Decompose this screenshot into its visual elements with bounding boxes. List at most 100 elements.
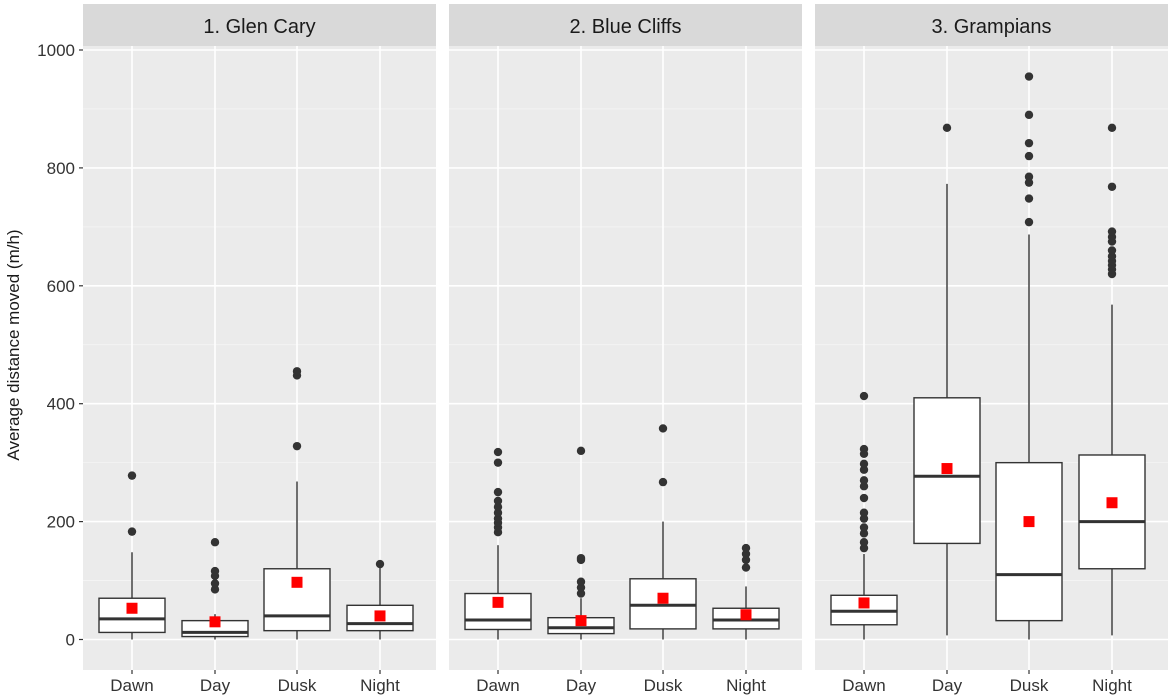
facet-panel: 2. Blue Cliffs Dawn Day Dusk Night: [449, 4, 802, 695]
outlier-point: [210, 585, 220, 594]
x-tick-label: Dusk: [278, 676, 317, 695]
outlier-point: [859, 391, 869, 401]
outlier-point: [859, 482, 869, 491]
box-group: [629, 424, 697, 640]
outlier-point: [859, 543, 869, 553]
mean-marker: [740, 609, 752, 621]
x-tick-label: Day: [200, 676, 231, 695]
outlier-point: [127, 527, 137, 536]
outlier-point: [859, 444, 869, 454]
outlier-point: [1107, 252, 1117, 261]
outlier-point: [741, 563, 751, 572]
outlier-point: [859, 538, 869, 547]
x-tick-label: Dawn: [110, 676, 153, 695]
y-tick-label: 1000: [37, 41, 75, 60]
mean-marker: [209, 616, 221, 628]
outlier-point: [576, 583, 586, 592]
outlier-point: [1107, 246, 1117, 255]
panel-background: [815, 46, 1168, 670]
mean-marker: [657, 592, 669, 604]
outlier-point: [1107, 123, 1117, 133]
x-tick-label: Dawn: [476, 676, 519, 695]
outlier-point: [859, 493, 869, 503]
outlier-point: [942, 123, 952, 133]
box-group: [995, 72, 1063, 640]
outlier-point: [1024, 72, 1034, 81]
outlier-point: [576, 589, 586, 598]
outlier-point: [859, 514, 869, 523]
outlier-point: [859, 465, 869, 474]
outlier-point: [1024, 151, 1034, 161]
outlier-point: [576, 553, 586, 563]
outlier-point: [658, 477, 668, 487]
facet-strip: [815, 4, 1168, 46]
y-tick-label: 200: [47, 513, 75, 532]
x-tick-label: Night: [726, 676, 766, 695]
panel-background: [83, 46, 436, 670]
outlier-point: [859, 508, 869, 517]
outlier-point: [658, 424, 668, 433]
outlier-point: [127, 471, 137, 480]
panel-background: [449, 46, 802, 670]
box-group: [98, 471, 166, 640]
box-group: [1078, 123, 1146, 636]
facet-strip: [83, 4, 436, 46]
outlier-point: [1024, 178, 1034, 187]
outlier-point: [859, 459, 869, 469]
x-tick-label: Night: [360, 676, 400, 695]
outlier-point: [576, 577, 586, 586]
outlier-point: [210, 566, 220, 576]
facet-strip-label: 3. Grampians: [931, 16, 1051, 38]
outlier-point: [741, 549, 751, 559]
mean-marker: [374, 610, 386, 622]
x-tick-label: Day: [932, 676, 963, 695]
outlier-point: [741, 555, 751, 565]
x-tick-label: Day: [566, 676, 597, 695]
iqr-box: [1078, 454, 1146, 570]
outlier-point: [493, 508, 503, 517]
x-tick-label: Night: [1092, 676, 1132, 695]
facet-strip: [449, 4, 802, 46]
outlier-point: [292, 441, 302, 451]
y-tick-label: 0: [66, 631, 75, 650]
facet-panel: 1. Glen Cary Dawn Day Dusk Night: [83, 4, 436, 695]
box-group: [712, 543, 780, 640]
facet-panel: 3. Grampians Dawn Day Dusk Night: [815, 4, 1168, 695]
box-group: [547, 446, 615, 640]
facet-strip-label: 1. Glen Cary: [203, 16, 315, 38]
outlier-point: [1024, 194, 1034, 203]
x-tick-label: Dusk: [644, 676, 683, 695]
outlier-point: [576, 446, 586, 456]
outlier-point: [859, 529, 869, 538]
x-tick-label: Dusk: [1010, 676, 1049, 695]
box-group: [464, 447, 532, 640]
y-tick-label: 800: [47, 159, 75, 178]
mean-marker: [858, 597, 870, 609]
outlier-point: [375, 559, 385, 569]
box-group: [913, 123, 981, 636]
iqr-box: [995, 461, 1063, 622]
box-group: [830, 391, 898, 640]
box-group: [346, 559, 414, 640]
outlier-point: [210, 538, 220, 547]
outlier-point: [1107, 227, 1117, 236]
outlier-point: [292, 367, 302, 376]
box-group: [181, 538, 249, 640]
outlier-point: [1024, 138, 1034, 148]
outlier-point: [859, 476, 869, 485]
outlier-point: [493, 502, 503, 512]
mean-marker: [126, 602, 138, 614]
mean-marker: [1023, 516, 1035, 528]
outlier-point: [859, 523, 869, 532]
outlier-point: [493, 496, 503, 506]
outlier-point: [493, 514, 503, 523]
outlier-point: [493, 458, 503, 467]
outlier-point: [1024, 172, 1034, 181]
y-axis-ticks: 0 200 400 600 800 1000: [37, 41, 83, 650]
y-tick-label: 600: [47, 277, 75, 296]
outlier-point: [493, 487, 503, 497]
outlier-point: [493, 447, 503, 457]
mean-marker: [291, 576, 303, 588]
